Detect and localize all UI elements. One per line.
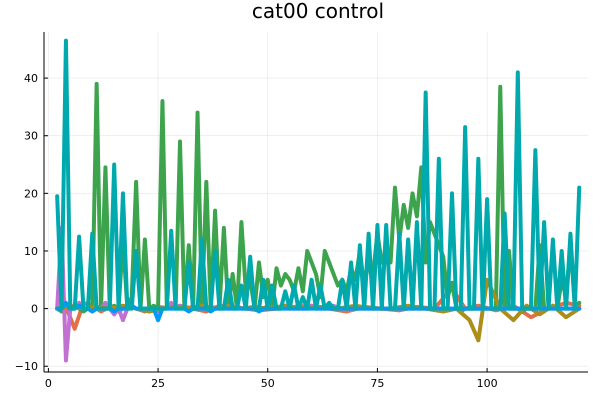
axis-layer xyxy=(43,32,588,373)
y-tick-label: 0 xyxy=(31,303,38,316)
series-layer xyxy=(55,38,582,363)
series-line-6 xyxy=(55,38,582,311)
y-tick-label: 30 xyxy=(24,130,38,143)
x-tick-label: 0 xyxy=(45,377,52,390)
tick-layer: 0 25 50 75 100 −10 0 10 20 30 40 xyxy=(15,72,498,390)
grid-layer xyxy=(44,32,588,372)
chart-title: cat00 control xyxy=(252,0,384,23)
x-tick-label: 25 xyxy=(151,377,165,390)
x-tick-label: 75 xyxy=(370,377,384,390)
y-tick-label: 20 xyxy=(24,187,38,200)
y-tick-label: 40 xyxy=(24,72,38,85)
y-tick-label: 10 xyxy=(24,245,38,258)
y-tick-label: −10 xyxy=(15,360,38,373)
x-tick-label: 100 xyxy=(477,377,498,390)
x-tick-label: 50 xyxy=(261,377,275,390)
